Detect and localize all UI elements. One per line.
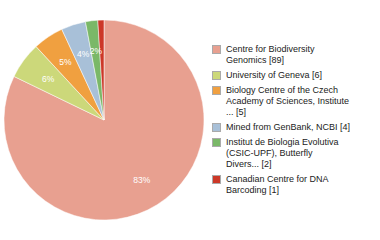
svg-text:2%: 2% (90, 46, 103, 56)
html-text:Canadian Centre for DNA Barcod: Canadian Centre for DNA Barcoding [1] (226, 174, 329, 195)
svg-text:4%: 4% (77, 49, 90, 59)
svg-text:6%: 6% (42, 74, 55, 84)
html-text:Institut de Biologia Evolutiva: Institut de Biologia Evolutiva (CSIC-UPF… (226, 137, 339, 169)
html-text:Centre for Biodiversity Genomi: Centre for Biodiversity Genomics [89] (226, 44, 315, 65)
svg-text:83%: 83% (133, 175, 150, 185)
html-text:Biology Centre of the Czech Ac: Biology Centre of the Czech Academy of S… (226, 85, 350, 117)
html-text:University of Geneva [6]: University of Geneva [6] (226, 70, 322, 80)
svg-text:5%: 5% (59, 57, 72, 67)
html-text:Mined from GenBank, NCBI [4]: Mined from GenBank, NCBI [4] (226, 122, 351, 132)
